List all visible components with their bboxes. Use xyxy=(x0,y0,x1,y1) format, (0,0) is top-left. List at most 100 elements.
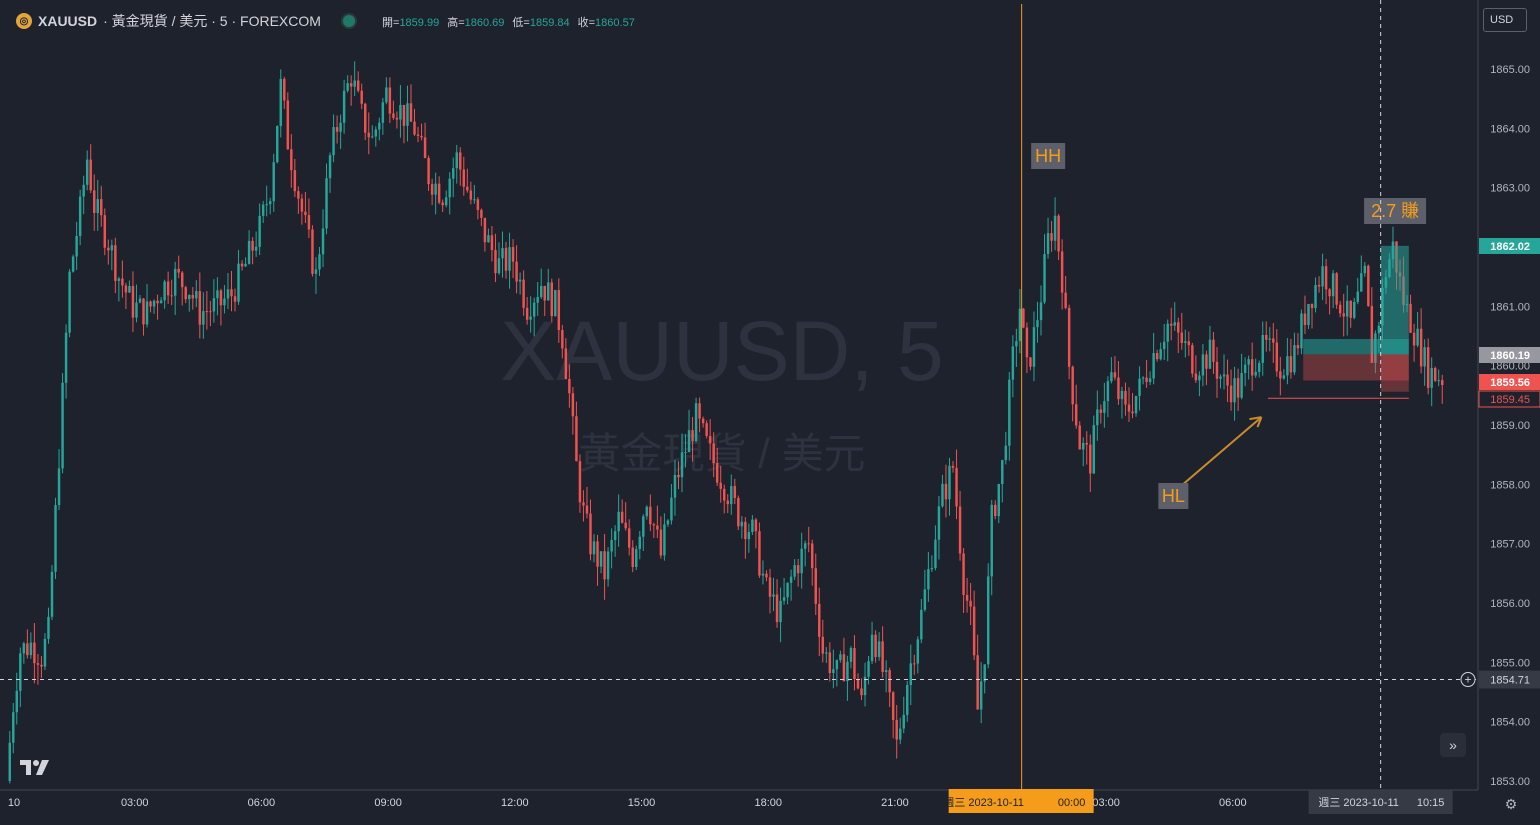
candle-body xyxy=(483,217,487,243)
candle-body xyxy=(1430,367,1433,388)
candle-body xyxy=(1113,372,1117,378)
candle-body xyxy=(504,248,508,271)
candle-body xyxy=(839,654,842,661)
candle-body xyxy=(1096,409,1099,426)
candle-body xyxy=(779,600,782,623)
candle-body xyxy=(272,162,275,202)
candle-body xyxy=(751,519,754,533)
candle-body xyxy=(307,215,311,230)
candle-body xyxy=(723,488,726,501)
candle-body xyxy=(606,551,610,580)
settings-gear-icon[interactable]: ⚙ xyxy=(1504,795,1518,812)
candle-body xyxy=(476,199,480,210)
candle-body xyxy=(1265,334,1268,340)
candle-body xyxy=(170,295,173,297)
candle-body xyxy=(40,664,43,667)
candle-body xyxy=(1261,334,1264,363)
candle-body xyxy=(198,291,202,325)
candle-body xyxy=(976,655,979,710)
trend-arrow-head xyxy=(1249,416,1263,428)
candle-body xyxy=(930,567,934,570)
candle-body xyxy=(392,113,395,118)
symbol-header[interactable]: ◎ XAUUSD · 黃金現貨 / 美元 · 5 · FOREXCOM xyxy=(16,10,357,32)
candle-body xyxy=(1074,404,1078,426)
candle-body xyxy=(290,149,293,171)
candle-body xyxy=(360,90,363,104)
candle-body xyxy=(1180,332,1184,343)
candle-body xyxy=(884,670,888,673)
candle-body xyxy=(807,543,810,545)
candle-body xyxy=(578,461,582,503)
currency-button[interactable]: USD xyxy=(1483,8,1527,32)
tradingview-logo-icon[interactable] xyxy=(18,756,52,778)
add-alert-plus: + xyxy=(1464,673,1471,687)
candle-body xyxy=(1064,292,1067,308)
candle-body xyxy=(378,122,381,130)
candle-body xyxy=(1356,291,1360,302)
candle-body xyxy=(64,332,68,383)
candle-body xyxy=(1184,341,1187,343)
candle-body xyxy=(986,576,990,665)
candle-body xyxy=(364,103,367,133)
candle-body xyxy=(441,202,444,206)
candle-body xyxy=(1437,380,1440,382)
candle-body xyxy=(1250,359,1254,376)
y-tick-label: 1853.00 xyxy=(1490,776,1530,788)
candle-body xyxy=(212,298,216,312)
candle-body xyxy=(684,452,687,454)
candle-body xyxy=(138,298,142,303)
candle-body xyxy=(670,497,673,521)
candle-body xyxy=(339,122,342,132)
candle-body xyxy=(406,103,409,126)
candle-body xyxy=(1169,323,1173,326)
hh-label: HH xyxy=(1035,146,1061,166)
candle-body xyxy=(972,606,976,656)
candle-body xyxy=(1015,341,1018,347)
candle-body xyxy=(395,117,399,120)
candle-body xyxy=(589,513,592,555)
candle-body xyxy=(744,521,747,540)
symbol-name[interactable]: XAUUSD xyxy=(38,13,98,29)
candle-body xyxy=(547,282,550,301)
candle-body xyxy=(202,311,205,325)
candle-body xyxy=(958,506,962,554)
candle-body xyxy=(1018,308,1022,342)
candle-body xyxy=(85,159,89,185)
candle-body xyxy=(1423,347,1426,367)
candle-body xyxy=(1008,379,1011,446)
candle-body xyxy=(1205,354,1208,369)
market-status-icon[interactable] xyxy=(340,13,357,29)
candle-body xyxy=(311,229,314,274)
candle-body xyxy=(994,504,997,517)
candle-body xyxy=(191,294,195,299)
scroll-to-realtime-button[interactable]: » xyxy=(1440,733,1466,757)
position-profit-zone xyxy=(1380,245,1409,355)
day-separator-date: 週三 2023-10-11 xyxy=(943,796,1024,809)
candle-body xyxy=(1053,215,1057,241)
candle-body xyxy=(276,125,279,163)
candle-body xyxy=(529,316,532,320)
candle-body xyxy=(54,505,57,572)
candle-body xyxy=(1363,265,1367,274)
candle-body xyxy=(525,307,529,320)
candle-body xyxy=(1166,323,1169,342)
y-tick-label: 1865.00 xyxy=(1490,64,1530,76)
candle-body xyxy=(825,652,828,654)
candle-body xyxy=(539,285,543,298)
candle-body xyxy=(381,102,385,123)
candle-body xyxy=(645,506,649,517)
candle-body xyxy=(832,669,835,674)
candle-body xyxy=(624,522,627,529)
candle-body xyxy=(1219,376,1222,379)
candle-body xyxy=(863,676,867,696)
candle-body xyxy=(237,263,240,302)
candle-body xyxy=(1198,375,1201,381)
candle-body xyxy=(631,547,634,567)
candle-body xyxy=(856,679,860,689)
candle-body xyxy=(1441,380,1444,385)
candle-body xyxy=(177,268,180,273)
candle-body xyxy=(508,247,511,271)
